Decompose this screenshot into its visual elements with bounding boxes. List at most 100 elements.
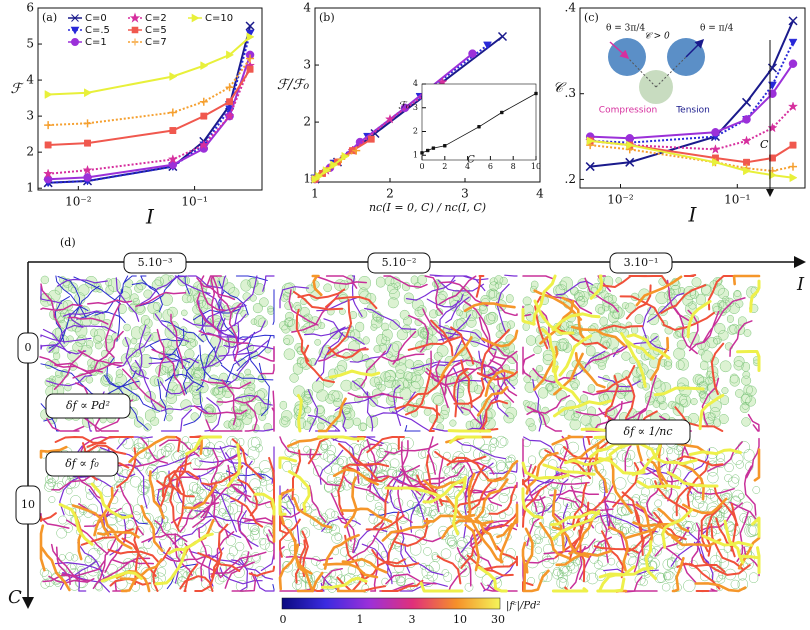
x-axis-label: I [688,203,698,227]
series-line [590,63,794,140]
annotation: Compression [599,106,657,116]
compression-arrow [609,41,630,59]
force-chains [533,274,761,396]
legend-label: C=10 [205,13,233,24]
force-chains [279,274,518,432]
marker [743,166,752,176]
force-chains [58,435,276,586]
y-tick-label: 2 [303,115,311,129]
marker [625,157,635,167]
marker [199,97,208,106]
marker [789,173,798,183]
column-label: 5.10⁻² [382,256,417,269]
y-tick-label: .2 [565,172,576,186]
axis-label: C [8,587,22,608]
marker [168,108,177,117]
marker [789,162,798,171]
label-box [45,451,119,477]
legend-label: C=5 [145,25,167,36]
x-axis-label: C [467,155,475,166]
y-tick-label: 5 [26,37,34,51]
x-tick-label: 8 [511,162,516,171]
panel-label: (d) [60,236,76,249]
marker [741,135,752,146]
marker [198,139,209,150]
x-tick-label: 2 [386,187,394,201]
marker [43,168,54,179]
marker [246,54,255,63]
annotation: Tension [675,106,710,116]
chart: 10⁻² 10⁻¹ 1 2 3 4 5 6 I ℱ (a) C=0C=.5C=1 C=2C=5C=7 C=… [10,1,263,229]
marker [84,88,93,98]
legend-marker [131,38,139,46]
label-box [605,419,691,445]
x-axis-label: nc(I = 0, C) / nc(I, C) [369,201,486,214]
x-tick-label: 10⁻² [65,195,92,209]
x-tick-label: 10⁻¹ [724,193,750,207]
marker [44,141,52,149]
inset-frame [421,83,537,161]
marker [246,65,254,73]
y-axis-label: ℱ [10,81,24,97]
annotation: δf ∝ Pd² [66,399,110,412]
annotation: δf ∝ 1/nc [623,425,672,438]
panel-label: (a) [42,11,57,24]
marker [224,110,235,121]
marker [426,148,430,153]
marker [82,164,93,175]
row-label: 10 [21,498,35,511]
marker [585,162,595,172]
label-box [123,252,187,274]
marker [330,160,339,170]
marker [169,72,178,81]
panel-label: (b) [319,11,335,24]
colorbar-tick-label: 0 [280,613,287,626]
marker [788,16,798,26]
marker [626,140,635,150]
legend-marker [129,12,141,23]
marker [169,127,177,134]
force-chains [293,275,518,433]
force-chains [40,435,275,592]
series-line [48,65,252,175]
x-tick-label: 4 [465,162,470,171]
force-chains [522,436,751,593]
x-tick-label: 2 [442,162,447,171]
marker [341,151,350,161]
marker [742,97,752,107]
legend-label: C=0 [85,13,107,24]
marker [483,41,492,50]
series-line [48,57,251,127]
panel-label: (c) [584,11,599,24]
x-tick-label: 3 [461,187,469,201]
marker [711,128,720,137]
series-line [48,68,251,146]
y-tick-label: 6 [26,1,34,15]
force-chains [296,369,492,433]
tension-arrow [685,38,705,58]
legend-marker [71,38,80,46]
y-tick-label: 4 [26,73,34,87]
legend-label: C=1 [85,37,107,48]
colorbar [281,597,501,610]
marker [315,171,324,181]
x-tick-label: 6 [488,162,493,171]
chart: 1 2 3 4 1 2 3 4 nc(I = 0, C) / nc(I, C) ℱ/ℱ₀ (b) [277,1,544,215]
force-chains [40,436,275,592]
y-tick-label: 1 [303,172,311,186]
marker [226,50,235,60]
marker [742,115,751,124]
x-axis-label: I [145,205,155,229]
x-tick-label: 10⁻¹ [181,195,207,209]
x-tick-label: 10⁻² [607,193,634,207]
annotation: 𝒞 > 0 [644,32,670,42]
contact-line [655,56,687,88]
label-box [609,252,673,274]
marker [497,31,508,42]
y-tick-label: 2 [413,127,418,136]
marker [787,101,799,111]
force-chains [40,274,275,432]
y-tick-label: .4 [565,1,577,15]
